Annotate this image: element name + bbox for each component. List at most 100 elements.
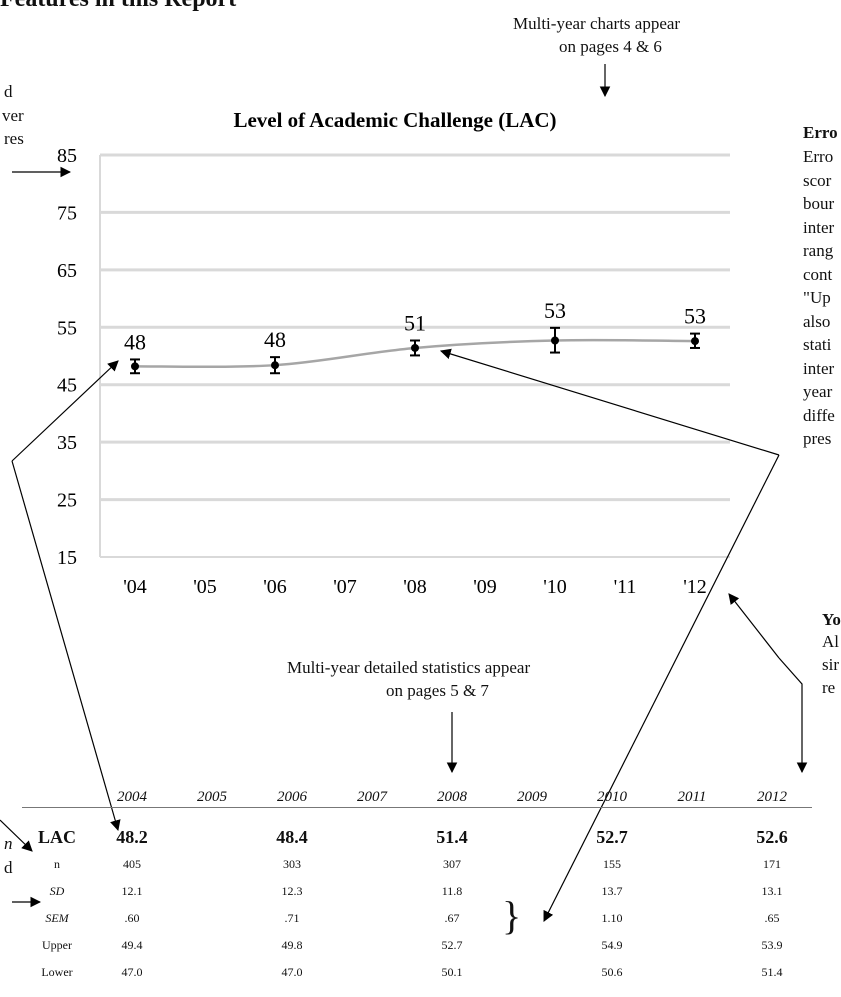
cell (652, 932, 732, 959)
data-point (551, 336, 559, 345)
right-note-line: cont (803, 264, 833, 284)
cell (332, 878, 412, 905)
x-tick-labels: '04 '05 '06 '07 '08 '09 '10 '11 '12 (123, 576, 707, 598)
arrow-left-mid (0, 819, 33, 852)
x-tick-label: '08 (403, 576, 427, 598)
right-note-line: "Up (803, 288, 831, 307)
cell: .67 (444, 911, 460, 925)
data-point (411, 343, 419, 352)
right-note-body: Erro scor bour inter rang cont "Up also … (803, 145, 835, 451)
data-label: 48 (124, 329, 146, 354)
y-tick-label: 35 (57, 432, 77, 454)
grid-lines (99, 153, 730, 558)
x-tick-label: '05 (193, 576, 217, 598)
confidence-brace: } (502, 893, 522, 938)
cell: 155 (603, 857, 621, 871)
row-label: n (54, 857, 60, 871)
table-row-sem: SEM .60 .71 .67 1.10 .65 (22, 905, 812, 932)
arrow-to-upper-lower (543, 454, 780, 922)
right-note-line: pres (803, 429, 832, 448)
cell: 303 (283, 857, 301, 871)
right-note-line: inter (803, 358, 835, 378)
right-note-line: inter (803, 217, 835, 237)
cell (652, 878, 732, 905)
data-point (691, 337, 699, 346)
table-row-lac: LAC 48.2 48.4 51.4 52.7 52.6 (22, 824, 812, 851)
cell (332, 905, 412, 932)
left-mid-partial-2: d (4, 858, 13, 877)
charts-note-line1: Multi-year charts appear (513, 14, 681, 33)
cell: 49.4 (121, 938, 143, 952)
data-point (131, 362, 139, 371)
table-row-upper: Upper 49.4 49.8 52.7 54.9 53.9 (22, 932, 812, 959)
data-label: 51 (404, 310, 426, 335)
cell: 13.7 (601, 884, 623, 898)
cell (492, 824, 572, 851)
table-row-lower: Lower 47.0 47.0 50.1 50.6 51.4 (22, 959, 812, 986)
year-header: 2004 (117, 789, 147, 805)
data-label: 48 (264, 327, 286, 352)
right-note-heading: Erro (803, 123, 838, 142)
y-tick-label: 85 (57, 145, 77, 167)
right-lower-partial-1: Al (822, 632, 839, 651)
cell (172, 905, 252, 932)
cell: 51.4 (436, 827, 468, 847)
data-labels: 48 48 51 53 53 (124, 298, 706, 355)
cell: 50.6 (601, 965, 623, 979)
x-tick-label: '07 (333, 576, 357, 598)
cell (172, 959, 252, 986)
cell (332, 851, 412, 878)
row-label: Lower (41, 965, 73, 979)
cell: 51.4 (761, 965, 783, 979)
left-note-partial-3: res (4, 129, 24, 148)
charts-note-line2: on pages 4 & 6 (559, 37, 662, 56)
arrow-year-tick-b (778, 657, 808, 774)
row-label: Upper (42, 938, 72, 952)
cell: .71 (284, 911, 300, 925)
cell: 48.2 (116, 827, 148, 847)
stats-note-line2: on pages 5 & 7 (386, 681, 489, 700)
cell: .65 (764, 911, 780, 925)
cell: 48.4 (276, 827, 308, 847)
year-header: 2011 (677, 789, 707, 805)
arrow-year-tick-a (728, 593, 780, 659)
arrow-to-point-2004 (11, 360, 119, 462)
cell (172, 932, 252, 959)
cell (332, 932, 412, 959)
x-tick-label: '04 (123, 576, 147, 598)
right-note-line: scor (803, 170, 832, 190)
right-lower-heading: Yo (822, 610, 841, 629)
row-label: SEM (45, 911, 69, 925)
cell: 52.7 (441, 938, 463, 952)
y-tick-label: 55 (57, 317, 77, 339)
x-tick-label: '10 (543, 576, 567, 598)
year-header: 2008 (437, 789, 467, 805)
year-header: 2005 (197, 789, 227, 805)
y-tick-label: 25 (57, 490, 77, 512)
right-note-line: also (803, 311, 831, 331)
cell: .60 (124, 911, 140, 925)
arrow-to-lac-2004 (11, 460, 121, 832)
right-note-line: rang (803, 241, 834, 260)
cell: 1.10 (601, 911, 623, 925)
cell (492, 959, 572, 986)
y-tick-label: 45 (57, 375, 77, 397)
stats-note-line1: Multi-year detailed statistics appear (287, 658, 531, 677)
x-tick-label: '09 (473, 576, 497, 598)
cell: 171 (763, 857, 781, 871)
cell: 307 (443, 857, 461, 871)
year-header: 2010 (597, 789, 627, 805)
cell: 12.1 (121, 884, 143, 898)
stats-table: 2004 2005 2006 2007 2008 2009 2010 2011 … (22, 788, 812, 986)
cell (652, 851, 732, 878)
cell: 47.0 (121, 965, 143, 979)
y-tick-label: 75 (57, 202, 77, 224)
left-mid-partial-1: n (4, 834, 13, 853)
y-tick-label: 65 (57, 260, 77, 282)
year-header: 2007 (357, 789, 387, 805)
header-cell-empty (22, 788, 92, 808)
x-tick-label: '12 (683, 576, 707, 598)
year-header: 2006 (277, 789, 307, 805)
table-row-n: n 405 303 307 155 171 (22, 851, 812, 878)
